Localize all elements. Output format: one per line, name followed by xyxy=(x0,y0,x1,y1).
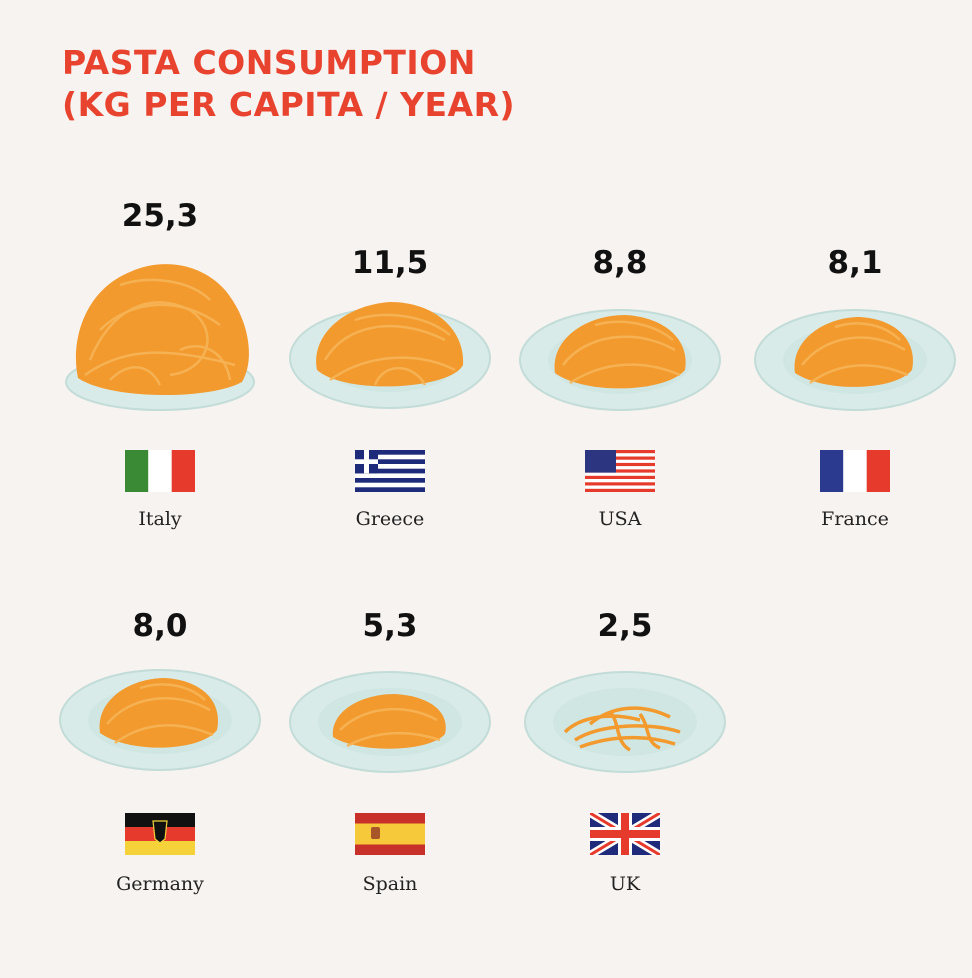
pasta-plate-icon xyxy=(519,309,721,411)
pasta-plate-icon xyxy=(65,264,255,411)
country-item-uk: 2,5 UK xyxy=(510,600,740,910)
italy-flag-icon xyxy=(125,450,195,492)
country-label: Germany xyxy=(116,873,204,895)
value-label: 2,5 xyxy=(597,608,653,644)
value-label: 25,3 xyxy=(121,198,199,234)
pasta-plate-icon xyxy=(754,309,956,411)
france-flag-icon xyxy=(820,450,890,492)
title-line-1: PASTA CONSUMPTION xyxy=(62,43,476,82)
uk-flag-icon xyxy=(590,813,660,855)
value-label: 8,8 xyxy=(592,245,648,281)
country-label: Italy xyxy=(138,508,182,530)
usa-flag-icon xyxy=(585,450,655,492)
pasta-plate-icon xyxy=(59,669,261,771)
country-item-greece: 11,5 Greece xyxy=(275,190,505,540)
greece-flag-icon xyxy=(355,450,425,492)
pasta-plate-icon xyxy=(289,302,491,409)
chart-title: PASTA CONSUMPTION (KG PER CAPITA / YEAR) xyxy=(62,42,515,126)
value-label: 11,5 xyxy=(351,245,429,281)
pasta-plate-icon xyxy=(289,671,491,773)
country-item-france: 8,1 France xyxy=(740,190,970,540)
germany-flag-icon xyxy=(125,813,195,855)
country-item-germany: 8,0 Germany xyxy=(45,600,275,910)
pasta-plate-icon xyxy=(524,671,726,773)
country-item-usa: 8,8 USA xyxy=(505,190,735,540)
country-label: Spain xyxy=(362,873,418,895)
country-item-spain: 5,3 Spain xyxy=(275,600,505,910)
country-item-italy: 25,3 Italy xyxy=(45,190,275,540)
value-label: 5,3 xyxy=(362,608,418,644)
value-label: 8,1 xyxy=(827,245,883,281)
value-label: 8,0 xyxy=(132,608,188,644)
country-label: UK xyxy=(609,873,641,895)
country-label: France xyxy=(821,508,889,530)
title-line-2: (KG PER CAPITA / YEAR) xyxy=(62,85,516,124)
country-label: USA xyxy=(598,508,642,530)
spain-flag-icon xyxy=(355,813,425,855)
country-label: Greece xyxy=(355,508,425,530)
